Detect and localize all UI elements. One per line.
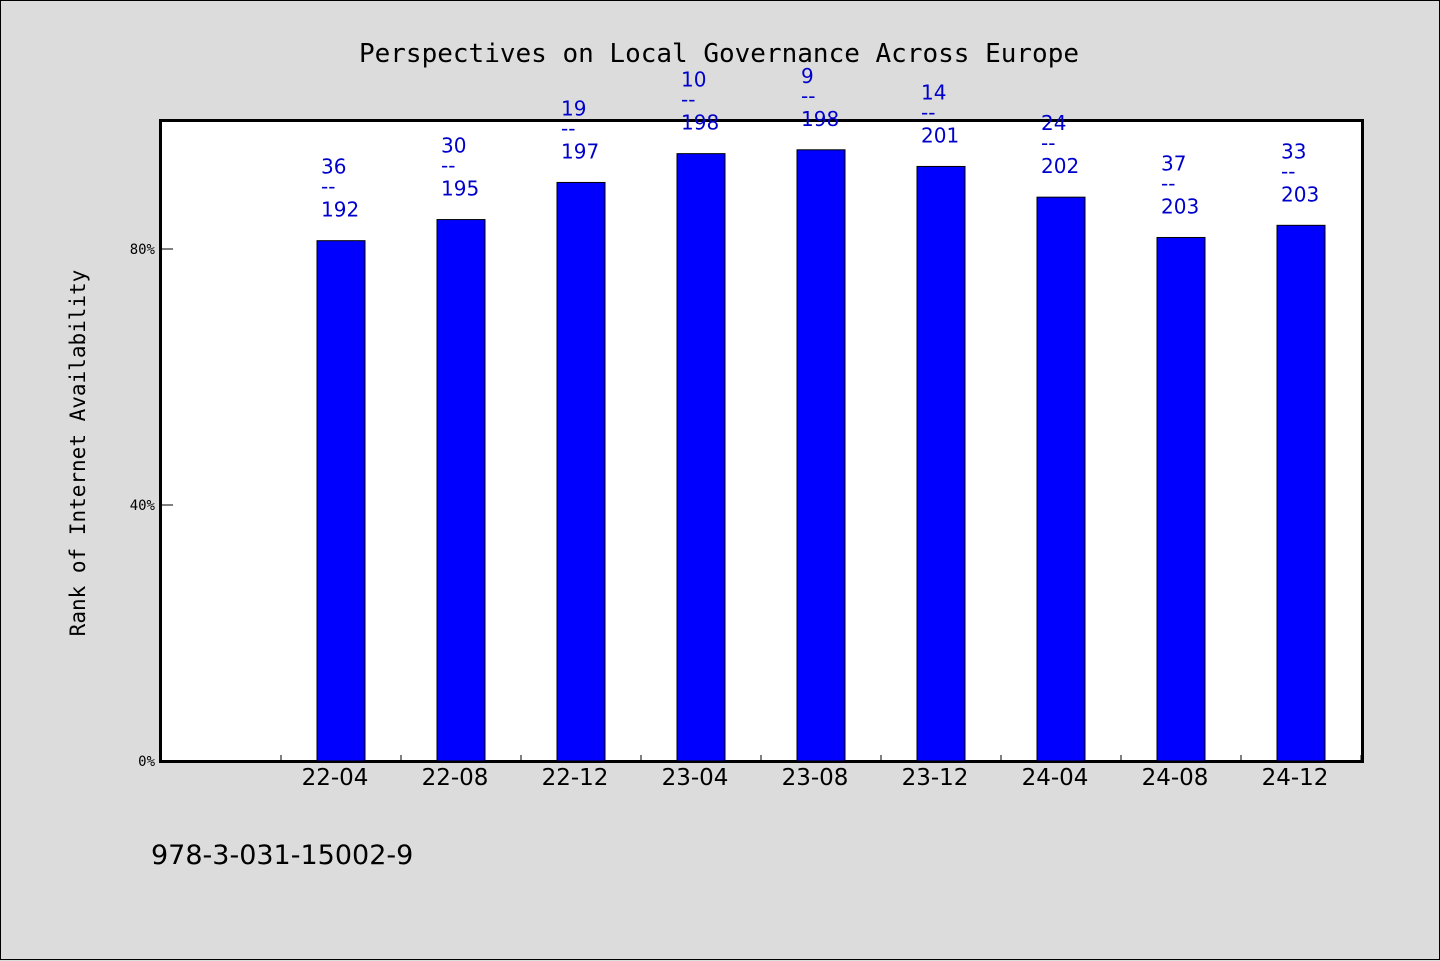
bar-label-total: 201 xyxy=(921,123,959,147)
bar-label-rank: 9 xyxy=(801,64,814,88)
bar-label-rank: 37 xyxy=(1161,151,1186,175)
x-tick-label: 22-04 xyxy=(302,765,369,791)
bar-label-total: 198 xyxy=(801,107,839,131)
bar xyxy=(1156,236,1206,762)
y-axis-label: Rank of Internet Availability xyxy=(66,270,90,637)
bar-label-separator: -- xyxy=(1281,159,1295,183)
bar xyxy=(796,149,846,762)
bar xyxy=(556,181,606,762)
bar-label-separator: -- xyxy=(1161,171,1175,195)
bar xyxy=(316,240,366,762)
bar-label-total: 198 xyxy=(681,111,719,135)
bar-label-total: 192 xyxy=(321,198,359,222)
bar-label-total: 197 xyxy=(561,139,599,163)
x-ticks-group: 22-04 22-08 22-12 23-04 23-08 23-12 24-04 24-08… xyxy=(280,755,1362,791)
bar-label-separator: -- xyxy=(1041,131,1055,155)
chart-title: Perspectives on Local Governance Across … xyxy=(359,39,1079,69)
x-tick-label: 24-08 xyxy=(1142,765,1209,791)
y-tick-label: 40% xyxy=(130,498,156,514)
y-tick-label: 0% xyxy=(138,754,155,770)
x-tick-label: 24-12 xyxy=(1262,765,1329,791)
bar-label-total: 203 xyxy=(1161,194,1199,218)
bar-label-rank: 33 xyxy=(1281,139,1306,163)
bar xyxy=(1036,196,1086,762)
bar-label-total: 203 xyxy=(1281,182,1319,206)
bar-label-total: 202 xyxy=(1041,154,1079,178)
x-tick-label: 22-12 xyxy=(542,765,609,791)
bar-label-rank: 10 xyxy=(681,68,706,92)
bar xyxy=(916,165,966,762)
bar-label-rank: 14 xyxy=(921,80,946,104)
x-tick-label: 22-08 xyxy=(422,765,489,791)
bar-label-rank: 30 xyxy=(441,134,466,158)
bar-label-separator: -- xyxy=(321,175,335,199)
bar-labels-group: 36--19230--19519--19710--1989--19814--20… xyxy=(321,64,1319,222)
x-tick-label: 23-08 xyxy=(782,765,849,791)
bar xyxy=(676,153,726,762)
bar xyxy=(1276,224,1326,762)
bar xyxy=(436,219,486,762)
x-tick-label: 24-04 xyxy=(1022,765,1089,791)
bars-group xyxy=(316,149,1326,762)
bar-label-rank: 24 xyxy=(1041,111,1066,135)
x-tick-label: 23-12 xyxy=(902,765,969,791)
bar-label-separator: -- xyxy=(441,154,455,178)
bar-label-total: 195 xyxy=(441,177,479,201)
bar-label-separator: -- xyxy=(681,88,695,112)
y-ticks-group: 0% 40% 80% xyxy=(130,242,173,770)
bar-label-separator: -- xyxy=(561,116,575,140)
y-tick-label: 80% xyxy=(130,242,156,258)
bar-label-separator: -- xyxy=(801,84,815,108)
bar-label-separator: -- xyxy=(921,100,935,124)
bar-label-rank: 36 xyxy=(321,155,346,179)
bar-label-rank: 19 xyxy=(561,96,586,120)
x-tick-label: 23-04 xyxy=(662,765,729,791)
isbn-label: 978-3-031-15002-9 xyxy=(151,840,413,871)
